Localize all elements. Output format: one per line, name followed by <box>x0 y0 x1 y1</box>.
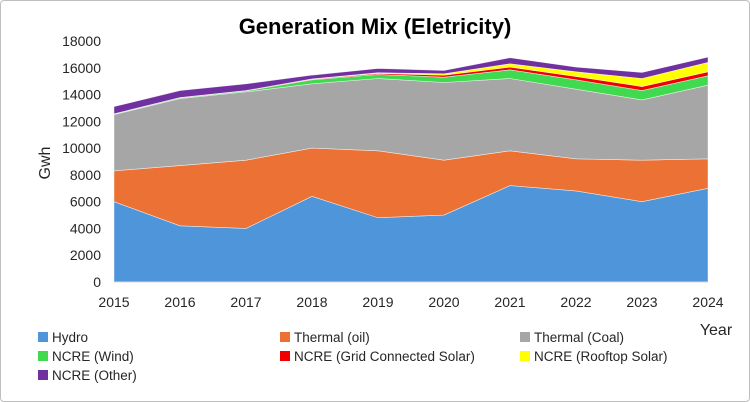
y-tick-label: 4000 <box>70 220 101 236</box>
y-axis-title: Gwh <box>37 147 54 180</box>
x-tick-label: 2021 <box>494 294 525 310</box>
y-tick-label: 0 <box>93 274 101 290</box>
legend-label: NCRE (Wind) <box>52 349 134 364</box>
legend-swatch <box>38 351 48 361</box>
legend-swatch <box>38 332 48 342</box>
legend-item-ncre-rooftop-solar: NCRE (Rooftop Solar) <box>520 349 668 364</box>
legend-item-ncre-wind: NCRE (Wind) <box>38 349 134 364</box>
y-tick-label: 2000 <box>70 247 101 263</box>
legend-label: NCRE (Rooftop Solar) <box>534 349 668 364</box>
x-tick-label: 2016 <box>164 294 195 310</box>
x-axis-title: Year <box>700 322 733 339</box>
legend-swatch <box>38 370 48 380</box>
legend-item-hydro: Hydro <box>38 330 88 345</box>
legend-swatch <box>520 332 530 342</box>
legend-label: Thermal (Coal) <box>534 330 624 345</box>
x-tick-label: 2023 <box>626 294 657 310</box>
x-tick-label: 2022 <box>560 294 591 310</box>
y-tick-label: 12000 <box>62 113 101 129</box>
legend-item-thermal-coal: Thermal (Coal) <box>520 330 624 345</box>
y-tick-label: 10000 <box>62 140 101 156</box>
x-tick-label: 2017 <box>230 294 261 310</box>
x-axis-ticks: 2015 2016 2017 2018 2019 2020 2021 2022 2023 2024 <box>98 294 723 310</box>
y-tick-label: 14000 <box>62 87 101 103</box>
legend-label: NCRE (Grid Connected Solar) <box>294 349 475 364</box>
x-tick-label: 2019 <box>362 294 393 310</box>
legend-item-thermal-oil: Thermal (oil) <box>280 330 370 345</box>
legend-swatch <box>280 351 290 361</box>
legend-swatch <box>520 351 530 361</box>
y-tick-label: 16000 <box>62 60 101 76</box>
y-tick-label: 6000 <box>70 194 101 210</box>
legend-label: Hydro <box>52 330 88 345</box>
y-tick-label: 8000 <box>70 167 101 183</box>
legend-item-ncre-grid-connected-solar: NCRE (Grid Connected Solar) <box>280 349 475 364</box>
area-layers <box>113 56 709 283</box>
area-ncre-other <box>113 56 709 115</box>
y-tick-label: 18000 <box>62 33 101 49</box>
legend: Hydro Thermal (oil) Thermal (Coal) NCRE (Wi… <box>38 330 668 383</box>
x-tick-label: 2015 <box>98 294 129 310</box>
chart-title: Generation Mix (Eletricity) <box>239 14 512 39</box>
x-tick-label: 2018 <box>296 294 327 310</box>
x-tick-label: 2020 <box>428 294 459 310</box>
legend-label: NCRE (Other) <box>52 368 137 383</box>
legend-label: Thermal (oil) <box>294 330 370 345</box>
y-axis-ticks: 0 2000 4000 6000 8000 10000 12000 14000 16000 180… <box>62 33 101 290</box>
x-tick-label: 2024 <box>692 294 723 310</box>
legend-swatch <box>280 332 290 342</box>
legend-item-ncre-other: NCRE (Other) <box>38 368 137 383</box>
